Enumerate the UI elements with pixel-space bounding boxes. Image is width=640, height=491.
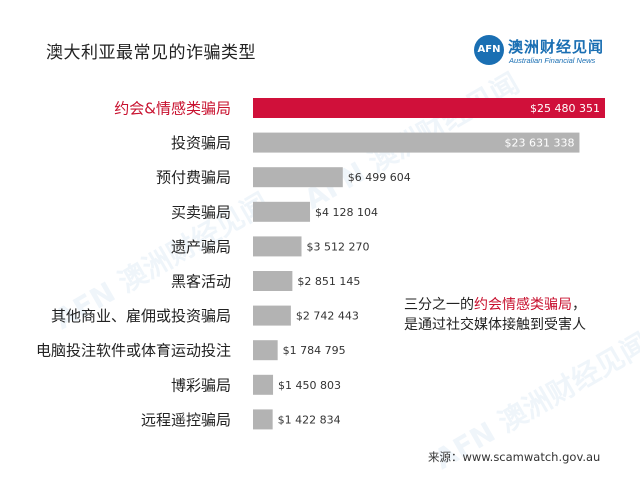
bar-7 xyxy=(253,340,278,361)
value-label-7: $1 784 795 xyxy=(283,344,346,357)
source-note: 来源：www.scamwatch.gov.au xyxy=(428,450,601,464)
annotation-line-2: 是通过社交媒体接触到受害人 xyxy=(404,317,586,333)
annotation-line-1: 三分之一的约会情感类骗局， xyxy=(404,295,586,315)
category-label-4: 遗产骗局 xyxy=(171,238,231,256)
bar-5 xyxy=(253,271,293,291)
category-label-7: 电脑投注软件或体育运动投注 xyxy=(36,342,231,360)
value-label-2: $6 499 604 xyxy=(348,171,411,184)
bar-6 xyxy=(253,305,291,326)
annotation-highlight: 约会情感类骗局 xyxy=(474,297,572,313)
bar-8 xyxy=(253,374,274,395)
logo-name-cn: 澳洲财经见闻 xyxy=(508,38,605,56)
category-label-5: 黑客活动 xyxy=(171,273,231,291)
category-label-8: 博彩骗局 xyxy=(171,376,231,394)
category-label-1: 投资骗局 xyxy=(171,134,231,152)
bar-4 xyxy=(253,236,302,257)
bar-2 xyxy=(253,167,343,188)
annotation-prefix: 三分之一的 xyxy=(404,297,474,313)
brand-logo: AFN 澳洲财经见闻 Australian Financial News xyxy=(474,35,634,75)
value-label-9: $1 422 834 xyxy=(278,413,341,426)
bar-0 xyxy=(253,98,605,118)
bar-1 xyxy=(253,132,580,153)
logo-name-en: Australian Financial News xyxy=(509,56,596,65)
value-label-5: $2 851 145 xyxy=(297,275,360,288)
value-label-3: $4 128 104 xyxy=(315,206,378,219)
category-label-9: 远程遥控骗局 xyxy=(141,411,231,429)
value-label-6: $2 742 443 xyxy=(296,310,359,323)
value-label-4: $3 512 270 xyxy=(307,240,370,253)
category-label-6: 其他商业、雇佣或投资骗局 xyxy=(51,307,231,325)
annotation: 三分之一的约会情感类骗局， 是通过社交媒体接触到受害人 xyxy=(404,295,586,335)
afn-logo-icon: AFN xyxy=(474,35,504,65)
category-label-2: 预付费骗局 xyxy=(156,169,231,187)
category-label-3: 买卖骗局 xyxy=(171,203,231,221)
value-label-0: $25 480 351 xyxy=(530,102,600,115)
category-label-0: 约会&情感类骗局 xyxy=(114,100,231,118)
value-label-1: $23 631 338 xyxy=(504,137,574,150)
bar-9 xyxy=(253,409,273,430)
chart-title: 澳大利亚最常见的诈骗类型 xyxy=(46,43,256,63)
bar-3 xyxy=(253,201,311,222)
annotation-suffix: ， xyxy=(572,297,586,313)
value-label-8: $1 450 803 xyxy=(278,379,341,392)
